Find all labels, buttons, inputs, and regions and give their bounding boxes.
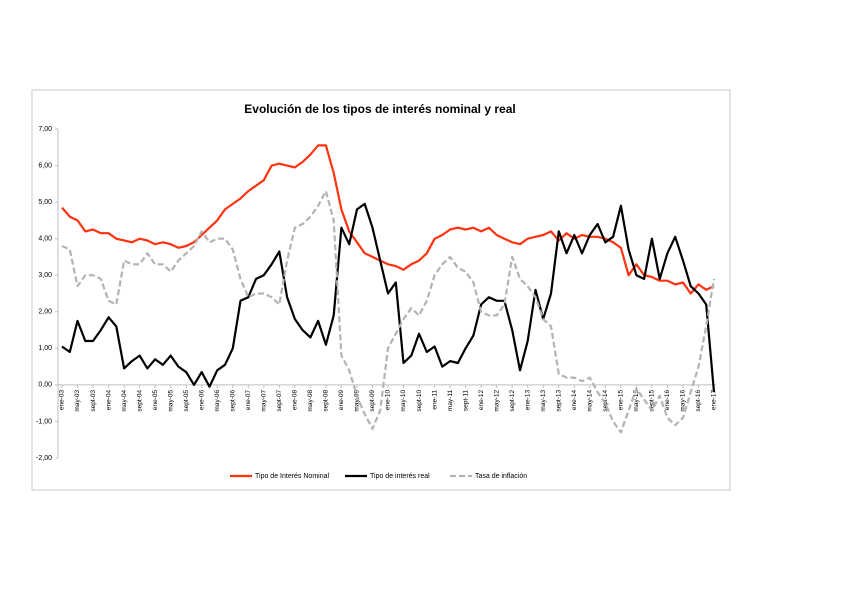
x-tick-label: may-14 <box>587 390 594 412</box>
y-tick-label: -1,00 <box>36 418 52 425</box>
x-tick-label: sept-10 <box>416 390 423 412</box>
series-line <box>61 190 716 434</box>
x-tick-label: ene-05 <box>152 390 159 411</box>
series-line <box>61 202 716 393</box>
x-tick-label: ene-07 <box>245 390 252 411</box>
x-tick-label: ene-13 <box>524 390 531 411</box>
x-tick-label: sept-15 <box>649 390 656 412</box>
x-tick-label: sept-09 <box>369 390 376 412</box>
legend-label: Tasa de inflación <box>475 473 527 480</box>
legend-label: Tipo de interés real <box>370 473 430 480</box>
series-line <box>61 144 715 295</box>
x-tick-label: may-12 <box>493 390 500 412</box>
x-tick-label: ene-03 <box>59 390 66 411</box>
x-tick-label: sept-07 <box>276 390 283 412</box>
x-tick-label: ene-09 <box>338 390 345 411</box>
x-tick-label: sept-13 <box>555 390 562 412</box>
x-tick-label: sept-14 <box>602 390 609 412</box>
x-tick-label: ene-14 <box>571 390 578 411</box>
x-tick-label: may-15 <box>633 390 640 412</box>
x-tick-label: sept-16 <box>695 390 702 412</box>
x-tick-label: may-16 <box>680 390 687 412</box>
x-tick-label: ene-04 <box>105 390 112 411</box>
x-tick-label: may-06 <box>214 390 221 412</box>
x-tick-label: ene-11 <box>431 390 438 410</box>
y-tick-label: 4,00 <box>38 236 52 243</box>
x-tick-label: may-03 <box>74 390 81 412</box>
x-tick-label: ene-17 <box>711 390 718 411</box>
x-tick-label: ene-06 <box>198 390 205 411</box>
x-tick-label: sept-04 <box>136 390 143 412</box>
x-tick-label: ene-12 <box>478 390 485 411</box>
y-tick-label: 2,00 <box>38 309 52 316</box>
y-tick-label: 5,00 <box>38 199 52 206</box>
y-tick-label: 6,00 <box>38 162 52 169</box>
x-tick-label: may-11 <box>447 390 454 412</box>
x-tick-label: sept-05 <box>183 390 190 412</box>
x-tick-label: sept-11 <box>462 390 469 412</box>
y-tick-label: 0,00 <box>38 382 52 389</box>
x-tick-label: may-08 <box>307 390 314 412</box>
y-tick-label: 7,00 <box>38 126 52 133</box>
x-tick-label: sept-03 <box>90 390 97 412</box>
x-tick-label: ene-10 <box>385 390 392 411</box>
x-tick-label: may-10 <box>400 390 407 412</box>
x-tick-label: sept-06 <box>229 390 236 412</box>
x-tick-label: may-05 <box>167 390 174 412</box>
y-tick-label: -2,00 <box>36 455 52 462</box>
y-tick-label: 3,00 <box>38 272 52 279</box>
legend-label: Tipo de Interés Nominal <box>255 473 329 480</box>
x-tick-label: may-13 <box>540 390 547 412</box>
chart-frame <box>31 89 731 491</box>
x-tick-label: ene-16 <box>664 390 671 411</box>
x-tick-label: ene-15 <box>618 390 625 411</box>
x-tick-label: may-07 <box>261 390 268 412</box>
x-tick-label: ene-08 <box>292 390 299 411</box>
x-tick-label: sept-08 <box>323 390 330 412</box>
x-tick-label: may-04 <box>121 390 128 412</box>
y-tick-label: 1,00 <box>38 345 52 352</box>
chart-title: Evolución de los tipos de interés nomina… <box>244 102 515 116</box>
x-tick-label: may-09 <box>354 390 361 412</box>
x-tick-label: sept-12 <box>509 390 516 412</box>
